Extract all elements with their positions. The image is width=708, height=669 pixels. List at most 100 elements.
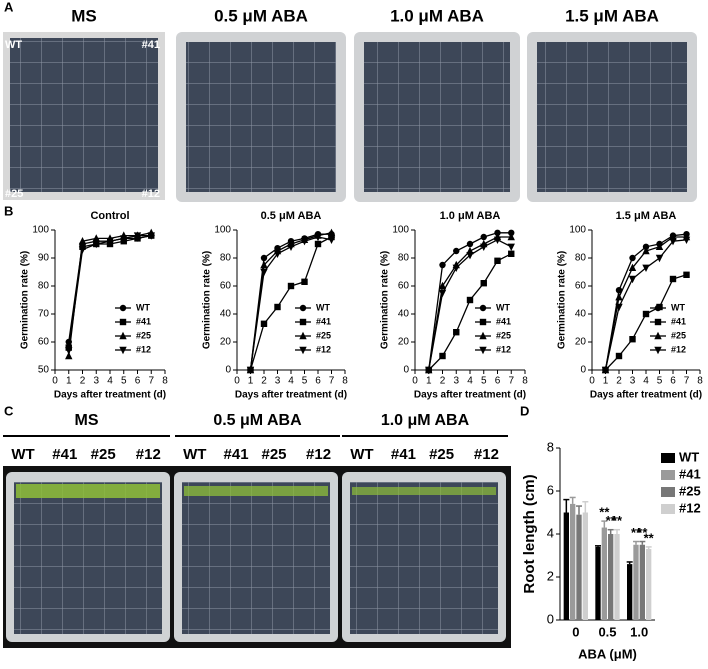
- marker: [300, 238, 309, 246]
- y-tick-label: 60: [38, 337, 50, 348]
- marker: [615, 352, 623, 360]
- x-tick-label: 6: [670, 376, 676, 387]
- marker: [655, 242, 664, 250]
- x-tick-label: 4: [643, 376, 649, 387]
- x-tick-label: 3: [93, 376, 99, 387]
- marker: [466, 240, 474, 248]
- y-tick-label: 70: [38, 309, 50, 320]
- legend-label: #41: [671, 316, 686, 326]
- significance: **: [612, 513, 623, 528]
- marker: [299, 304, 307, 312]
- y-tick-label: 0: [225, 365, 231, 376]
- marker: [507, 243, 515, 251]
- marker: [273, 250, 282, 258]
- x-axis-label: ABA (μM): [578, 646, 637, 661]
- plate-grid: [14, 482, 162, 634]
- x-axis-label: Days after treatment (d): [54, 390, 166, 401]
- y-tick-label: 60: [575, 281, 587, 292]
- marker: [629, 336, 636, 343]
- seedlings: [184, 486, 328, 496]
- bar: [627, 564, 633, 620]
- panel-a-photos: [3, 32, 697, 202]
- chart-title: Control: [90, 210, 129, 222]
- x-axis-label: Days after treatment (d): [414, 390, 526, 401]
- bar: [582, 512, 588, 620]
- y-tick-label: 100: [214, 225, 231, 236]
- marker: [119, 331, 127, 340]
- x-tick-label: 6: [315, 376, 321, 387]
- legend-label: #41: [496, 316, 511, 326]
- marker: [615, 303, 623, 312]
- marker: [682, 236, 691, 244]
- corner-label: #12: [142, 188, 160, 200]
- marker: [480, 243, 488, 251]
- legend-label: WT: [671, 302, 685, 312]
- chart-title: 0.5 μM ABA: [261, 210, 322, 222]
- panel-letter: B: [4, 203, 13, 218]
- y-tick-label: 4: [547, 525, 554, 540]
- y-tick-label: 40: [220, 309, 232, 320]
- x-tick-label: 7: [329, 376, 335, 387]
- marker: [453, 329, 460, 336]
- marker: [656, 303, 663, 311]
- y-axis-label: Germination rate (%): [380, 251, 391, 349]
- panel-c-photo: [3, 466, 511, 648]
- panel-letter: D: [520, 403, 529, 418]
- x-tick-label: 0: [234, 376, 240, 387]
- bar: [614, 534, 620, 620]
- x-tick-label: 8: [342, 376, 348, 387]
- bar: [595, 546, 601, 620]
- marker: [287, 243, 295, 251]
- marker: [642, 246, 650, 255]
- seedlings: [352, 487, 496, 495]
- marker: [260, 320, 268, 327]
- marker: [425, 366, 433, 375]
- bar: [646, 549, 652, 620]
- marker: [439, 352, 446, 360]
- marker: [628, 275, 637, 284]
- marker: [479, 346, 487, 355]
- y-axis-label: Germination rate (%): [202, 251, 213, 349]
- x-tick-label: 2: [261, 376, 267, 387]
- x-tick-label: 2: [80, 376, 86, 387]
- legend-swatch: [661, 504, 675, 514]
- y-tick-label: 20: [575, 337, 587, 348]
- marker: [119, 304, 127, 312]
- marker: [669, 275, 677, 283]
- line-label: #41: [224, 446, 249, 463]
- marker: [65, 347, 73, 355]
- bar: [570, 503, 576, 620]
- x-tick-label: 1: [426, 376, 432, 387]
- marker: [299, 346, 307, 355]
- x-tick-label: 5: [657, 376, 663, 387]
- y-tick-label: 0: [547, 611, 554, 626]
- group-label: 0.5 μM ABA: [213, 412, 302, 429]
- marker: [78, 246, 87, 254]
- y-tick-label: 0: [580, 365, 586, 376]
- y-tick-label: 60: [398, 281, 410, 292]
- marker: [669, 238, 677, 246]
- x-tick-label: 8: [162, 376, 168, 387]
- x-tick-label: 0: [52, 376, 58, 387]
- marker: [78, 237, 87, 245]
- marker: [301, 278, 308, 285]
- legend-label: #12: [671, 344, 686, 354]
- x-tick-label: 8: [522, 376, 528, 387]
- legend-label: #41: [316, 316, 331, 326]
- marker: [119, 346, 127, 355]
- x-tick-label: 7: [148, 376, 154, 387]
- legend-label: WT: [316, 302, 330, 312]
- corner-label: WT: [5, 39, 22, 51]
- marker: [439, 261, 446, 269]
- marker: [507, 232, 515, 241]
- x-tick-label: 1: [66, 376, 72, 387]
- x-tick-label: 7: [684, 376, 690, 387]
- marker: [453, 247, 460, 255]
- x-tick-label: 4: [467, 376, 473, 387]
- plate-header: MS: [71, 6, 97, 25]
- legend-label: WT: [679, 449, 699, 464]
- x-tick-label: 0: [572, 624, 579, 639]
- y-tick-label: 40: [398, 309, 410, 320]
- y-tick-label: 100: [569, 225, 586, 236]
- marker: [120, 235, 128, 243]
